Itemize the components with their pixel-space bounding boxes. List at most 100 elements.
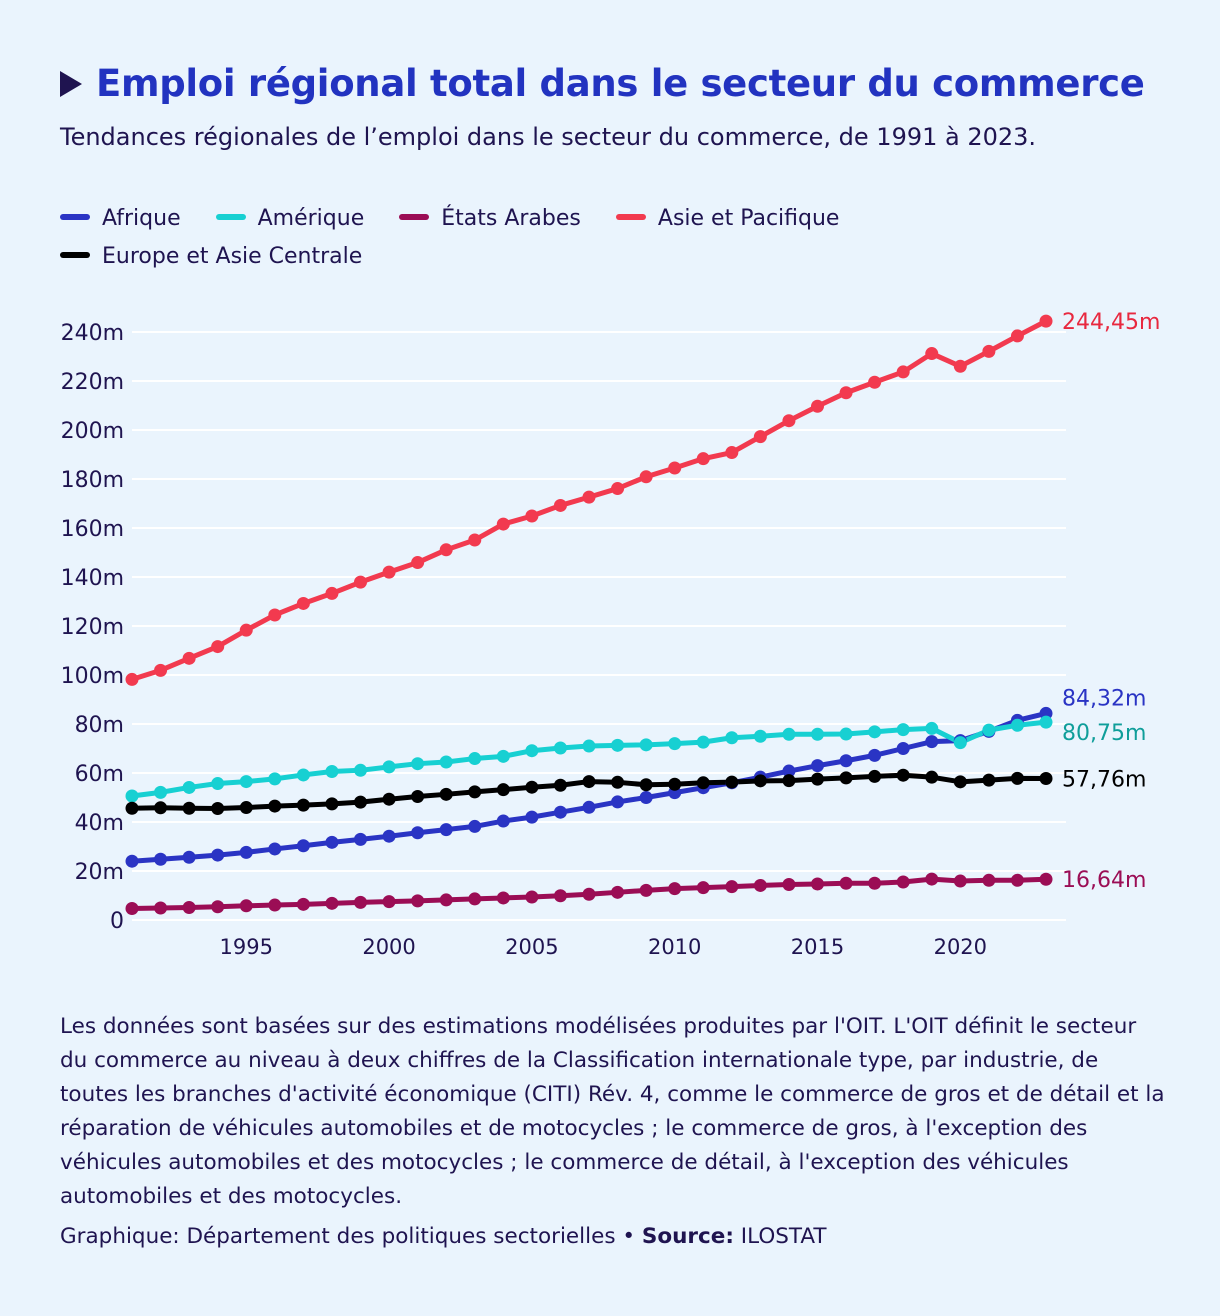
y-tick-label: 120m bbox=[61, 615, 124, 640]
data-point-europe bbox=[696, 776, 710, 790]
y-tick-label: 160m bbox=[61, 517, 124, 542]
data-point-afrique bbox=[611, 795, 625, 809]
legend-item-amerique[interactable]: Amérique bbox=[215, 200, 365, 238]
data-point-amerique bbox=[439, 755, 453, 769]
x-tick-label: 2010 bbox=[648, 935, 701, 959]
data-point-europe bbox=[525, 780, 539, 794]
y-tick-label: 100m bbox=[61, 664, 124, 689]
data-point-europe bbox=[611, 775, 625, 789]
data-point-afrique bbox=[125, 854, 139, 868]
legend-label: États Arabes bbox=[441, 206, 581, 231]
data-point-asie bbox=[439, 543, 453, 557]
data-point-europe bbox=[1039, 771, 1053, 785]
data-point-europe bbox=[811, 772, 825, 786]
data-point-asie bbox=[354, 575, 368, 589]
chart-legend: Afrique Amérique États Arabes Asie et Pa… bbox=[60, 200, 1130, 276]
data-point-europe bbox=[582, 775, 596, 789]
data-point-amerique bbox=[753, 729, 767, 743]
data-point-afrique bbox=[411, 826, 425, 840]
data-point-amerique bbox=[611, 738, 625, 752]
data-point-afrique bbox=[268, 842, 282, 856]
data-point-afrique bbox=[896, 742, 910, 755]
y-tick-label: 20m bbox=[75, 860, 124, 885]
page-title: Emploi régional total dans le secteur du… bbox=[96, 62, 1145, 105]
data-point-asie bbox=[811, 399, 825, 413]
legend-item-asie[interactable]: Asie et Pacifique bbox=[615, 200, 839, 238]
end-label-amerique: 80,75m bbox=[1062, 721, 1146, 746]
data-point-asie bbox=[154, 663, 168, 677]
data-point-amerique bbox=[925, 721, 939, 735]
y-tick-label: 140m bbox=[61, 566, 124, 591]
end-label-asie: 244,45m bbox=[1062, 310, 1160, 335]
y-tick-label: 220m bbox=[61, 370, 124, 395]
data-point-europe bbox=[325, 797, 339, 811]
data-point-etats_arabes bbox=[496, 891, 510, 905]
data-point-asie bbox=[525, 509, 539, 523]
data-point-afrique bbox=[839, 754, 853, 768]
data-point-etats_arabes bbox=[211, 900, 225, 914]
data-point-etats_arabes bbox=[725, 880, 739, 894]
data-point-europe bbox=[411, 790, 425, 804]
legend-item-etats-arabes[interactable]: États Arabes bbox=[399, 200, 581, 238]
data-point-asie bbox=[782, 414, 796, 428]
data-point-amerique bbox=[725, 731, 739, 745]
data-point-afrique bbox=[582, 800, 596, 814]
legend-label: Amérique bbox=[257, 206, 365, 231]
data-point-etats_arabes bbox=[925, 872, 939, 886]
data-point-etats_arabes bbox=[154, 901, 168, 915]
y-tick-label: 180m bbox=[61, 468, 124, 493]
data-point-amerique bbox=[696, 735, 710, 749]
data-point-amerique bbox=[468, 752, 482, 766]
data-point-asie bbox=[468, 533, 482, 547]
data-point-amerique bbox=[811, 727, 825, 741]
credit-prefix: Graphique: Département des politiques se… bbox=[60, 1224, 642, 1249]
data-point-afrique bbox=[154, 852, 168, 866]
data-point-asie bbox=[839, 386, 853, 400]
data-point-afrique bbox=[782, 764, 796, 778]
data-point-europe bbox=[725, 775, 739, 789]
data-point-etats_arabes bbox=[668, 882, 682, 896]
footnote: Les données sont basées sur des estimati… bbox=[60, 1014, 1165, 1209]
data-point-europe bbox=[354, 795, 368, 809]
y-tick-label: 80m bbox=[75, 713, 124, 738]
data-point-asie bbox=[296, 596, 310, 610]
data-point-amerique bbox=[211, 777, 225, 791]
data-point-asie bbox=[553, 498, 567, 512]
data-point-amerique bbox=[239, 775, 253, 789]
title-row: Emploi régional total dans le secteur du… bbox=[60, 62, 1145, 105]
legend-item-afrique[interactable]: Afrique bbox=[60, 200, 181, 238]
data-point-etats_arabes bbox=[125, 901, 139, 915]
data-point-europe bbox=[782, 774, 796, 788]
data-point-asie bbox=[496, 517, 510, 531]
data-point-etats_arabes bbox=[239, 899, 253, 913]
data-point-etats_arabes bbox=[411, 894, 425, 908]
data-point-asie bbox=[896, 365, 910, 379]
data-point-europe bbox=[496, 783, 510, 797]
data-point-etats_arabes bbox=[953, 874, 967, 888]
data-point-europe bbox=[896, 768, 910, 782]
y-tick-label: 0 bbox=[110, 909, 124, 934]
data-point-asie bbox=[582, 490, 596, 504]
x-tick-label: 1995 bbox=[220, 935, 273, 959]
x-tick-label: 2015 bbox=[791, 935, 844, 959]
data-point-afrique bbox=[354, 832, 368, 846]
data-point-afrique bbox=[811, 759, 825, 773]
page-subtitle: Tendances régionales de l’emploi dans le… bbox=[60, 123, 1037, 151]
data-point-amerique bbox=[839, 727, 853, 741]
data-point-etats_arabes bbox=[696, 881, 710, 895]
data-point-asie bbox=[696, 452, 710, 466]
data-point-afrique bbox=[239, 845, 253, 859]
data-point-etats_arabes bbox=[811, 877, 825, 891]
data-point-etats_arabes bbox=[611, 885, 625, 899]
data-point-asie bbox=[382, 565, 396, 579]
legend-item-europe[interactable]: Europe et Asie Centrale bbox=[60, 238, 362, 276]
data-point-etats_arabes bbox=[982, 873, 996, 887]
data-point-amerique bbox=[553, 741, 567, 755]
data-point-europe bbox=[268, 799, 282, 813]
data-point-amerique bbox=[982, 723, 996, 737]
data-point-europe bbox=[1010, 771, 1024, 785]
data-point-amerique bbox=[325, 765, 339, 779]
data-point-etats_arabes bbox=[382, 895, 396, 909]
data-point-europe bbox=[211, 802, 225, 816]
data-point-asie bbox=[268, 608, 282, 622]
